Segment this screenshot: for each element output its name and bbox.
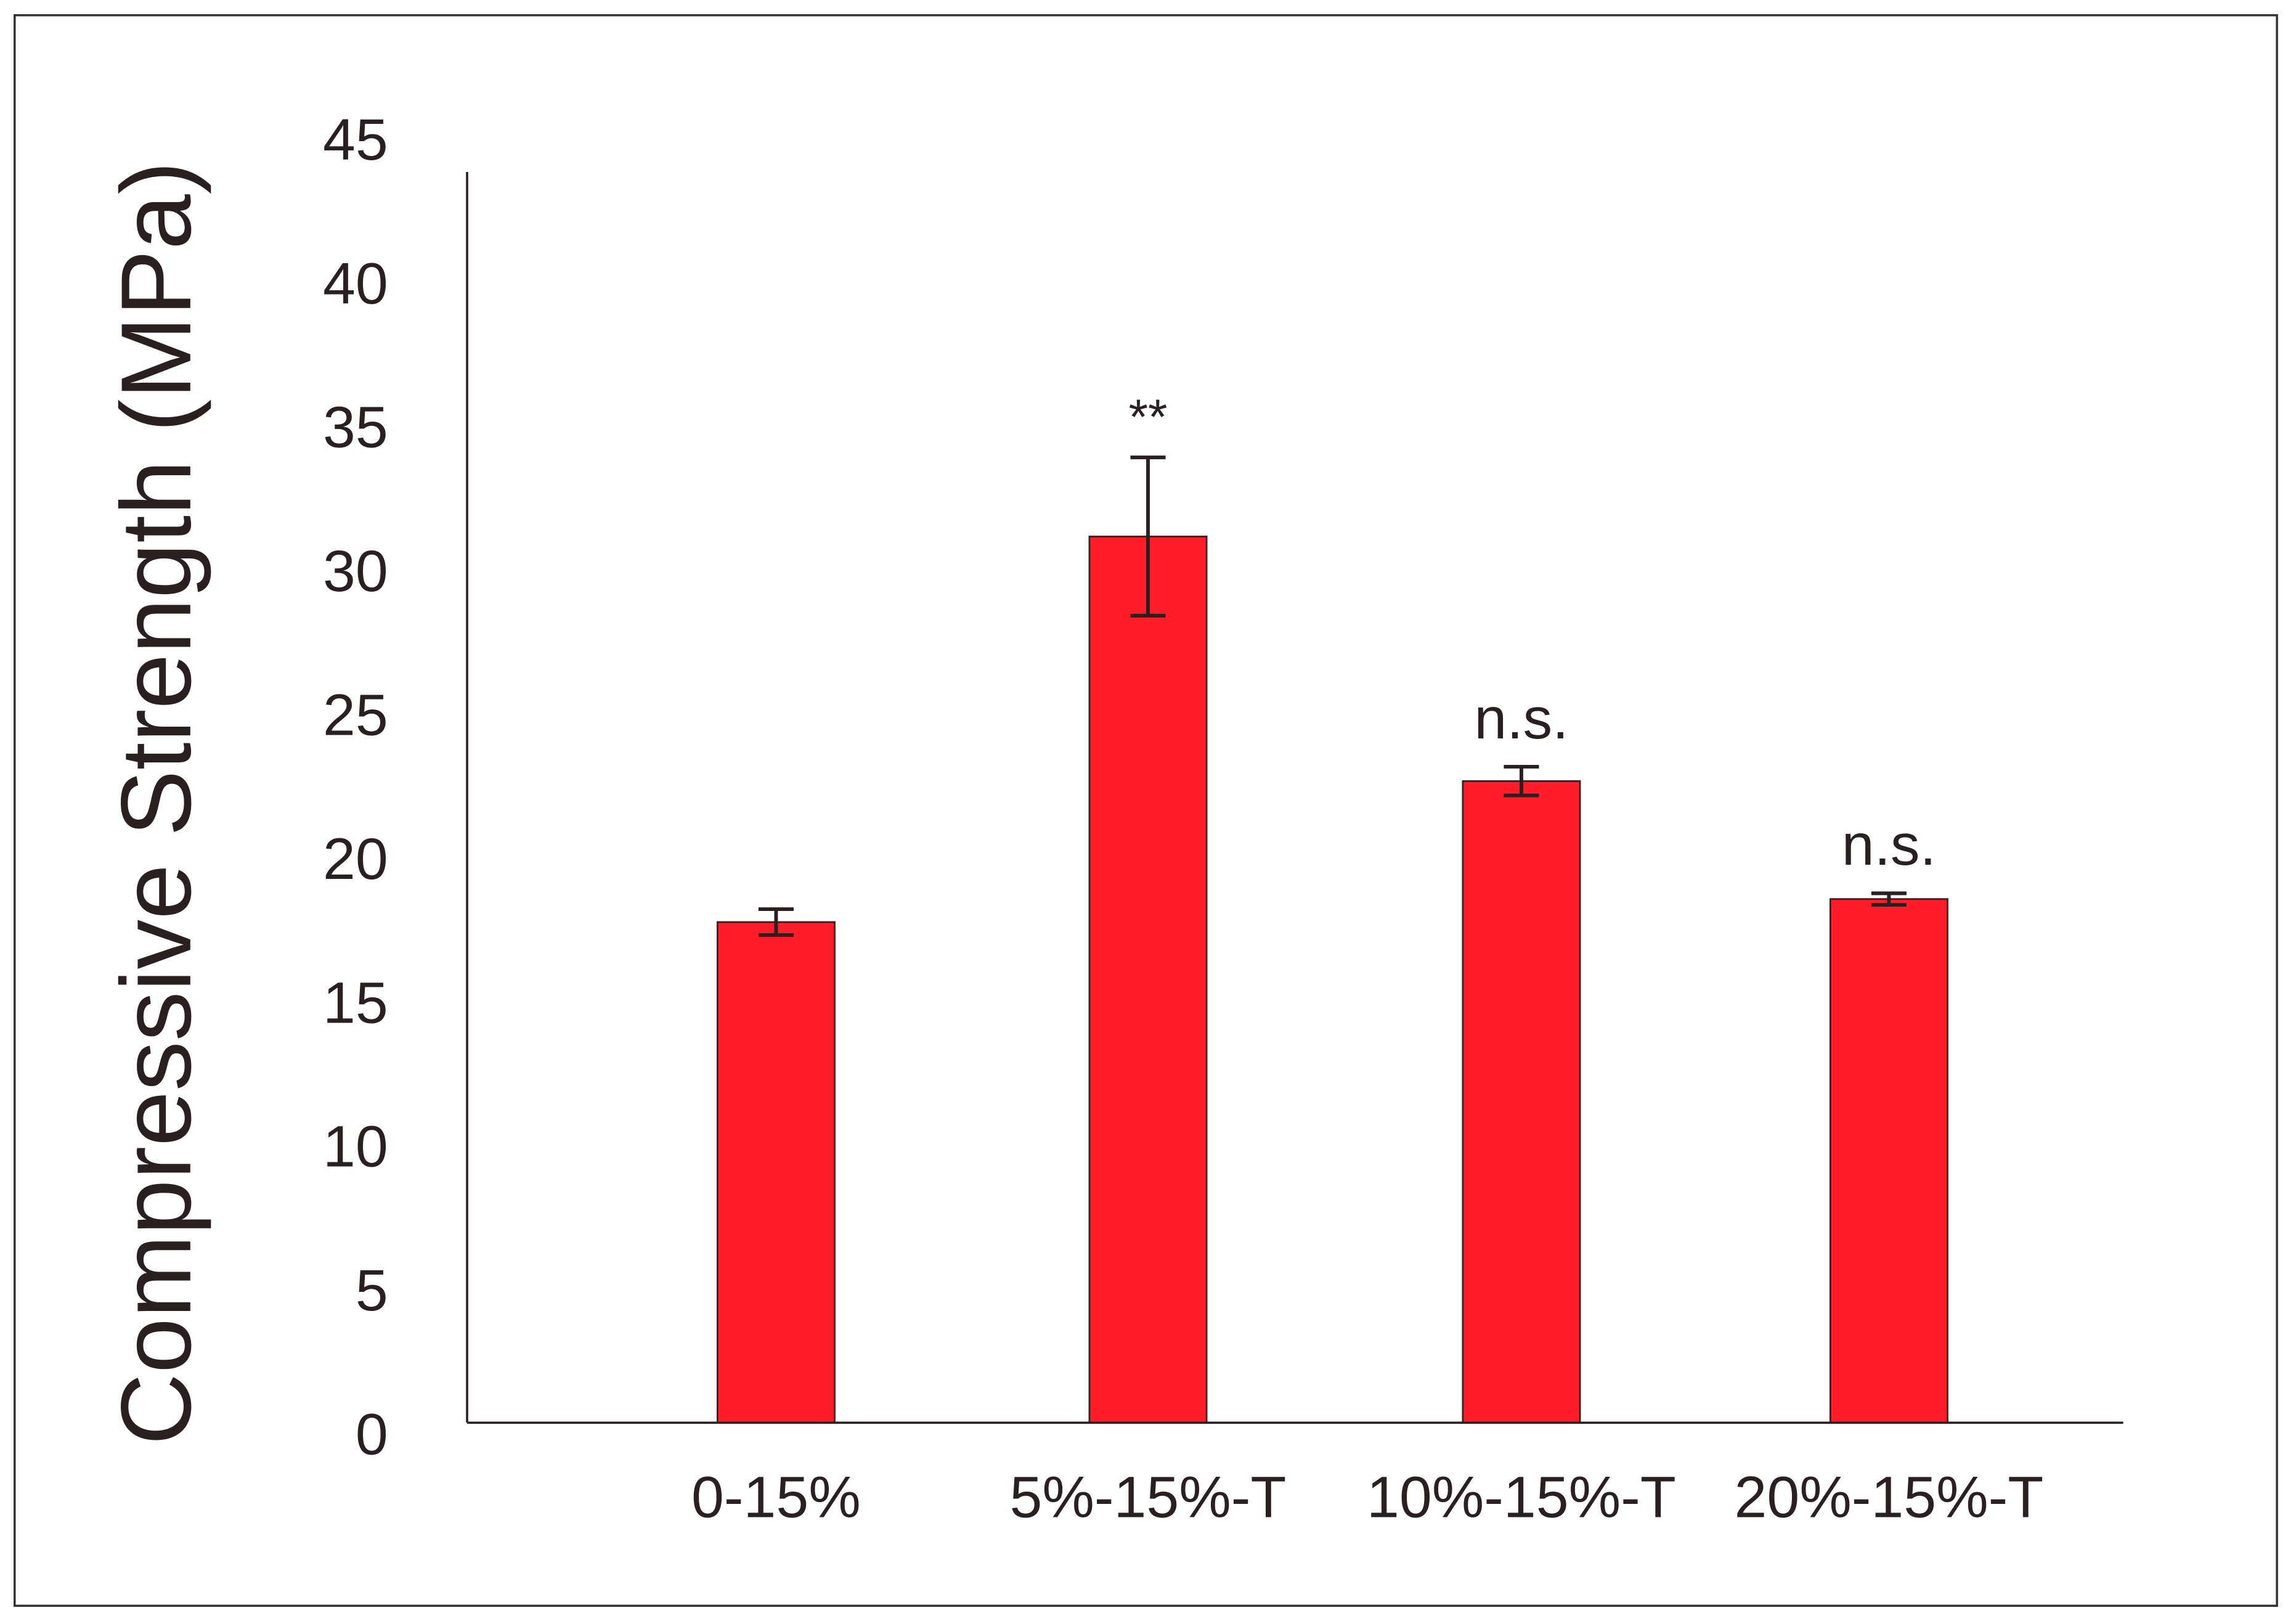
bar	[1088, 536, 1208, 1424]
y-tick-label: 15	[323, 970, 388, 1035]
y-tick-label: 30	[323, 539, 388, 604]
error-bar	[1504, 764, 1539, 798]
error-bar	[1871, 891, 1907, 907]
y-tick-label: 0	[356, 1402, 388, 1468]
y-tick-label: 35	[323, 395, 388, 460]
bar	[1462, 780, 1581, 1424]
bar	[716, 921, 836, 1424]
y-tick-label: 5	[356, 1258, 388, 1323]
x-tick-label: 10%-15%-T	[1367, 1465, 1676, 1530]
annotation: n.s.	[1474, 686, 1568, 751]
annotation: **	[1129, 390, 1168, 445]
error-bar	[1130, 455, 1166, 618]
x-tick-label: 5%-15%-T	[1010, 1465, 1287, 1530]
y-tick-label: 25	[323, 683, 388, 748]
y-tick-label: 40	[323, 251, 388, 316]
y-tick-label: 10	[323, 1114, 388, 1180]
x-tick-label: 20%-15%-T	[1734, 1465, 2043, 1530]
frame	[13, 14, 2278, 1607]
y-tick-label: 20	[323, 827, 388, 892]
x-tick-label: 0-15%	[691, 1465, 861, 1530]
y-tick-label: 45	[323, 107, 388, 173]
y-axis-title: Compressive Strength (MPa)	[101, 161, 212, 1445]
error-bar	[758, 907, 794, 937]
bar	[1829, 898, 1948, 1424]
annotation: n.s.	[1842, 812, 1936, 878]
